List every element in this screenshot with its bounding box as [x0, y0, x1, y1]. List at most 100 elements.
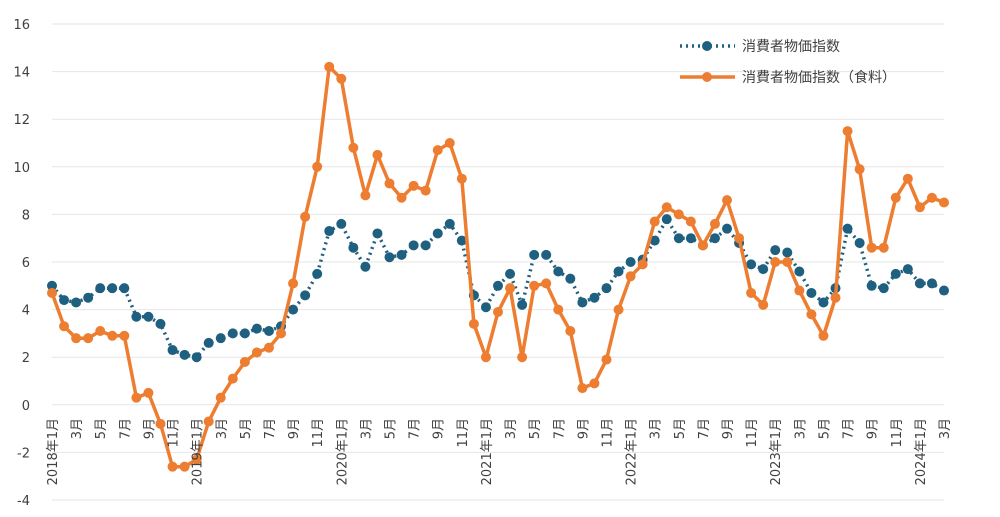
series-1-point: [685, 216, 696, 227]
series-1-point: [746, 287, 757, 298]
series-1-point: [83, 333, 94, 344]
series-1-point: [384, 178, 395, 189]
x-tick-label: 2021年1月: [480, 418, 495, 485]
series-1-point: [818, 330, 829, 341]
x-tick-label: 5月: [528, 418, 543, 439]
series-0-point: [83, 292, 94, 303]
series-0-point: [143, 311, 154, 322]
series-0-point: [493, 280, 503, 291]
series-1-point: [456, 173, 467, 184]
x-tick-label: 11月: [311, 418, 326, 448]
series-1-point: [143, 387, 154, 398]
x-tick-label: 3月: [70, 418, 85, 439]
y-tick-label: 8: [22, 208, 30, 223]
x-tick-label: 3月: [504, 418, 519, 439]
series-1-point: [722, 195, 733, 206]
x-tick-label: 2018年1月: [46, 418, 61, 485]
series-0-point: [251, 323, 262, 334]
series-1-point: [830, 292, 841, 303]
y-axis: 16 14 12 10 8 6 4 2 0 -2 -4: [13, 18, 30, 509]
y-tick-label: 0: [22, 399, 30, 414]
series-1-point: [649, 216, 660, 227]
x-tick-label: 5月: [817, 418, 832, 439]
series-0-point: [155, 318, 166, 329]
series-1-point: [914, 202, 925, 213]
series-0-point: [770, 245, 781, 256]
series-0-point: [553, 266, 564, 277]
series-1-point: [890, 192, 901, 203]
series-0-point: [239, 328, 250, 339]
series-1-point: [251, 347, 262, 358]
x-tick-label: 9月: [576, 418, 591, 439]
series-1-point: [468, 318, 479, 329]
series-0-point: [59, 295, 70, 306]
x-tick-label: 3月: [359, 418, 374, 439]
series-1-point: [408, 180, 419, 191]
series-0-point: [131, 311, 142, 322]
series-1-point: [577, 383, 588, 394]
series-1-point: [360, 190, 371, 201]
series-1-point: [396, 192, 407, 203]
series-0-point: [312, 268, 323, 279]
x-tick-label: 11月: [167, 418, 182, 448]
series-1-point: [71, 333, 82, 344]
series-0-point: [480, 302, 491, 313]
series-0-point: [589, 292, 600, 303]
x-tick-label: 9月: [142, 418, 157, 439]
series-0-point: [324, 226, 335, 237]
series-0-point: [661, 214, 672, 225]
series-1-point: [263, 342, 274, 353]
series-1-point: [372, 149, 383, 160]
series-1-point: [926, 192, 937, 203]
series-0-point: [47, 280, 57, 291]
series-0-point: [167, 345, 178, 356]
series-0-point: [673, 233, 684, 244]
series-1-point: [131, 392, 142, 403]
legend-label-cpi: 消費者物価指数: [742, 39, 840, 55]
series-1-point: [565, 326, 576, 337]
series-0-point: [866, 280, 877, 291]
series-0-point: [227, 328, 238, 339]
x-tick-label: 7月: [263, 418, 278, 439]
x-tick-label: 3月: [793, 418, 808, 439]
series-0-point: [384, 252, 395, 263]
series-1-point: [613, 304, 624, 315]
series-0-point: [420, 240, 431, 251]
gridlines: [52, 23, 944, 501]
x-tick-label: 3月: [215, 418, 230, 439]
series-1-point: [191, 454, 202, 465]
series-0-point: [685, 233, 696, 244]
series-1-point: [276, 328, 287, 339]
series-1-point: [179, 461, 190, 472]
series-line-1: [50, 65, 945, 469]
x-tick-label: 2023年1月: [769, 418, 784, 485]
series-0-point: [854, 237, 865, 248]
series-0-point: [179, 349, 190, 360]
x-tick-label: 9月: [432, 418, 447, 439]
series-1-point: [939, 197, 949, 208]
series-line-0: [50, 217, 945, 359]
series-1-point: [794, 285, 805, 296]
y-tick-label: 4: [22, 304, 30, 319]
legend-marker-cpi: [702, 41, 712, 51]
series-1-point: [107, 330, 118, 341]
y-tick-label: 10: [13, 161, 30, 176]
series-1-point: [155, 418, 166, 429]
x-tick-label: 7月: [118, 418, 133, 439]
series-0-point: [649, 235, 660, 246]
series-0-point: [300, 290, 311, 301]
x-tick-label: 5月: [94, 418, 109, 439]
x-tick-label: 7月: [552, 418, 567, 439]
series-0-point: [794, 266, 805, 277]
series-0-point: [396, 249, 407, 260]
series-1-point: [480, 352, 491, 363]
series-0-point: [758, 264, 769, 275]
y-tick-label: 6: [22, 256, 30, 271]
series-1-point: [601, 354, 612, 365]
series-1-point: [625, 271, 636, 282]
series-0-point: [288, 304, 299, 315]
y-tick-label: -4: [17, 494, 30, 509]
x-tick-label: 11月: [600, 418, 615, 448]
x-tick-label: 11月: [745, 418, 760, 448]
